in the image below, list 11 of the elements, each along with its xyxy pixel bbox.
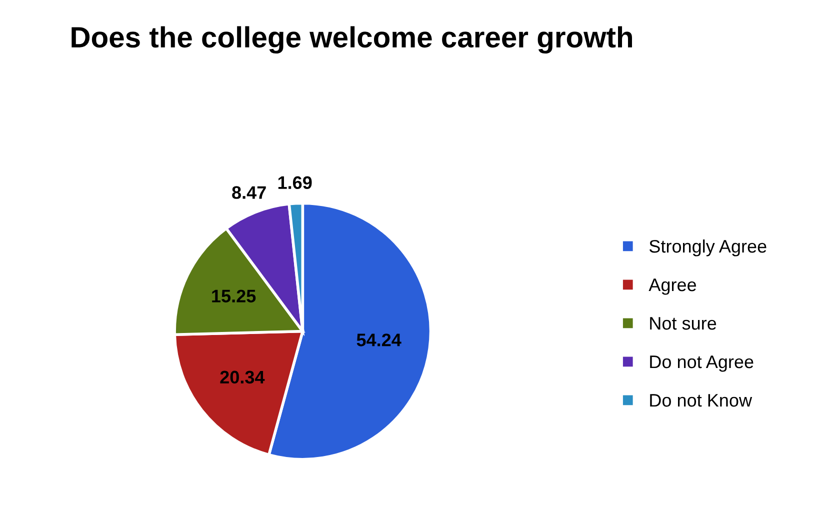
data-label: 20.34 (220, 370, 265, 384)
legend-label: Not sure (650, 317, 716, 330)
data-label: 15.25 (212, 290, 256, 302)
data-label: 8.47 (232, 186, 266, 199)
legend-label: Do not Agree (650, 356, 754, 372)
legend-label: Do not Know (650, 394, 752, 407)
legend-label: Agree (648, 278, 696, 295)
data-label: 1.69 (278, 176, 312, 190)
data-label: 54.24 (356, 334, 402, 346)
chart-title: Does the college welcome career growth (72, 26, 632, 54)
legend-label: Strongly Agree (649, 239, 766, 256)
